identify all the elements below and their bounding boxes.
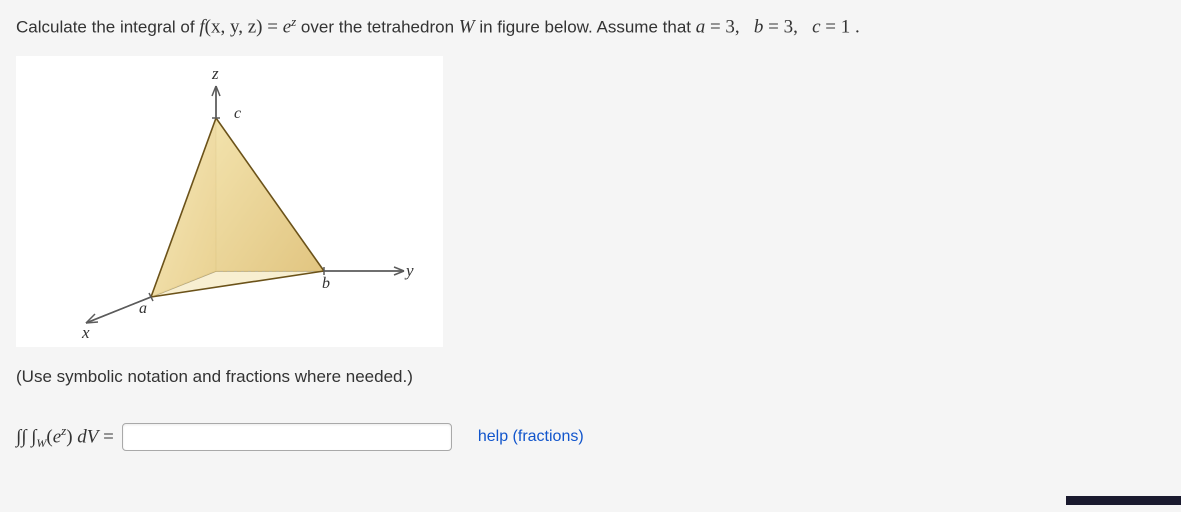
- period: .: [855, 17, 860, 38]
- mid-text: over the tetrahedron: [301, 18, 459, 37]
- answer-input[interactable]: [122, 423, 452, 451]
- c-val: 1: [841, 17, 851, 38]
- tetrahedron-figure: z y x a b c: [16, 56, 443, 347]
- vertex-a-label: a: [139, 300, 147, 317]
- answer-row: ∫∫ ∫W(ez) dV = help (fractions): [16, 423, 1165, 451]
- instruction-text: (Use symbolic notation and fractions whe…: [16, 367, 1165, 387]
- eq-a: =: [710, 17, 725, 38]
- inner-e: e: [53, 426, 61, 447]
- fn-args: (x, y, z): [205, 17, 263, 38]
- c-var: c: [812, 17, 820, 38]
- e-exp: z: [291, 14, 296, 29]
- integral-sym: ∫∫ ∫: [16, 426, 36, 447]
- tetrahedron-svg: z y x a b c: [16, 56, 443, 347]
- vertex-b-label: b: [322, 275, 330, 292]
- a-val: 3: [725, 17, 735, 38]
- integral-sub: W: [36, 436, 46, 450]
- comma2: ,: [793, 17, 807, 38]
- help-fractions-link[interactable]: help (fractions): [478, 428, 584, 446]
- pre-text: Calculate the integral of: [16, 18, 199, 37]
- post-region-text: in figure below. Assume that: [479, 18, 695, 37]
- b-var: b: [754, 17, 764, 38]
- question-text: Calculate the integral of f(x, y, z) = e…: [16, 12, 1165, 42]
- axis-z-label: z: [211, 64, 219, 83]
- equals-sign-2: =: [98, 426, 113, 447]
- e-base: e: [283, 17, 291, 38]
- dV: dV: [73, 426, 99, 447]
- b-val: 3: [784, 17, 794, 38]
- vertex-c-label: c: [234, 105, 241, 122]
- region-W: W: [459, 17, 475, 38]
- equals-sign-1: =: [267, 17, 282, 38]
- a-var: a: [696, 17, 706, 38]
- integral-label: ∫∫ ∫W(ez) dV =: [16, 423, 114, 451]
- axis-x-label: x: [81, 323, 90, 342]
- eq-b: =: [768, 17, 783, 38]
- bottom-bar: [1066, 496, 1181, 505]
- eq-c: =: [825, 17, 840, 38]
- comma1: ,: [735, 17, 749, 38]
- axis-y-label: y: [404, 261, 414, 280]
